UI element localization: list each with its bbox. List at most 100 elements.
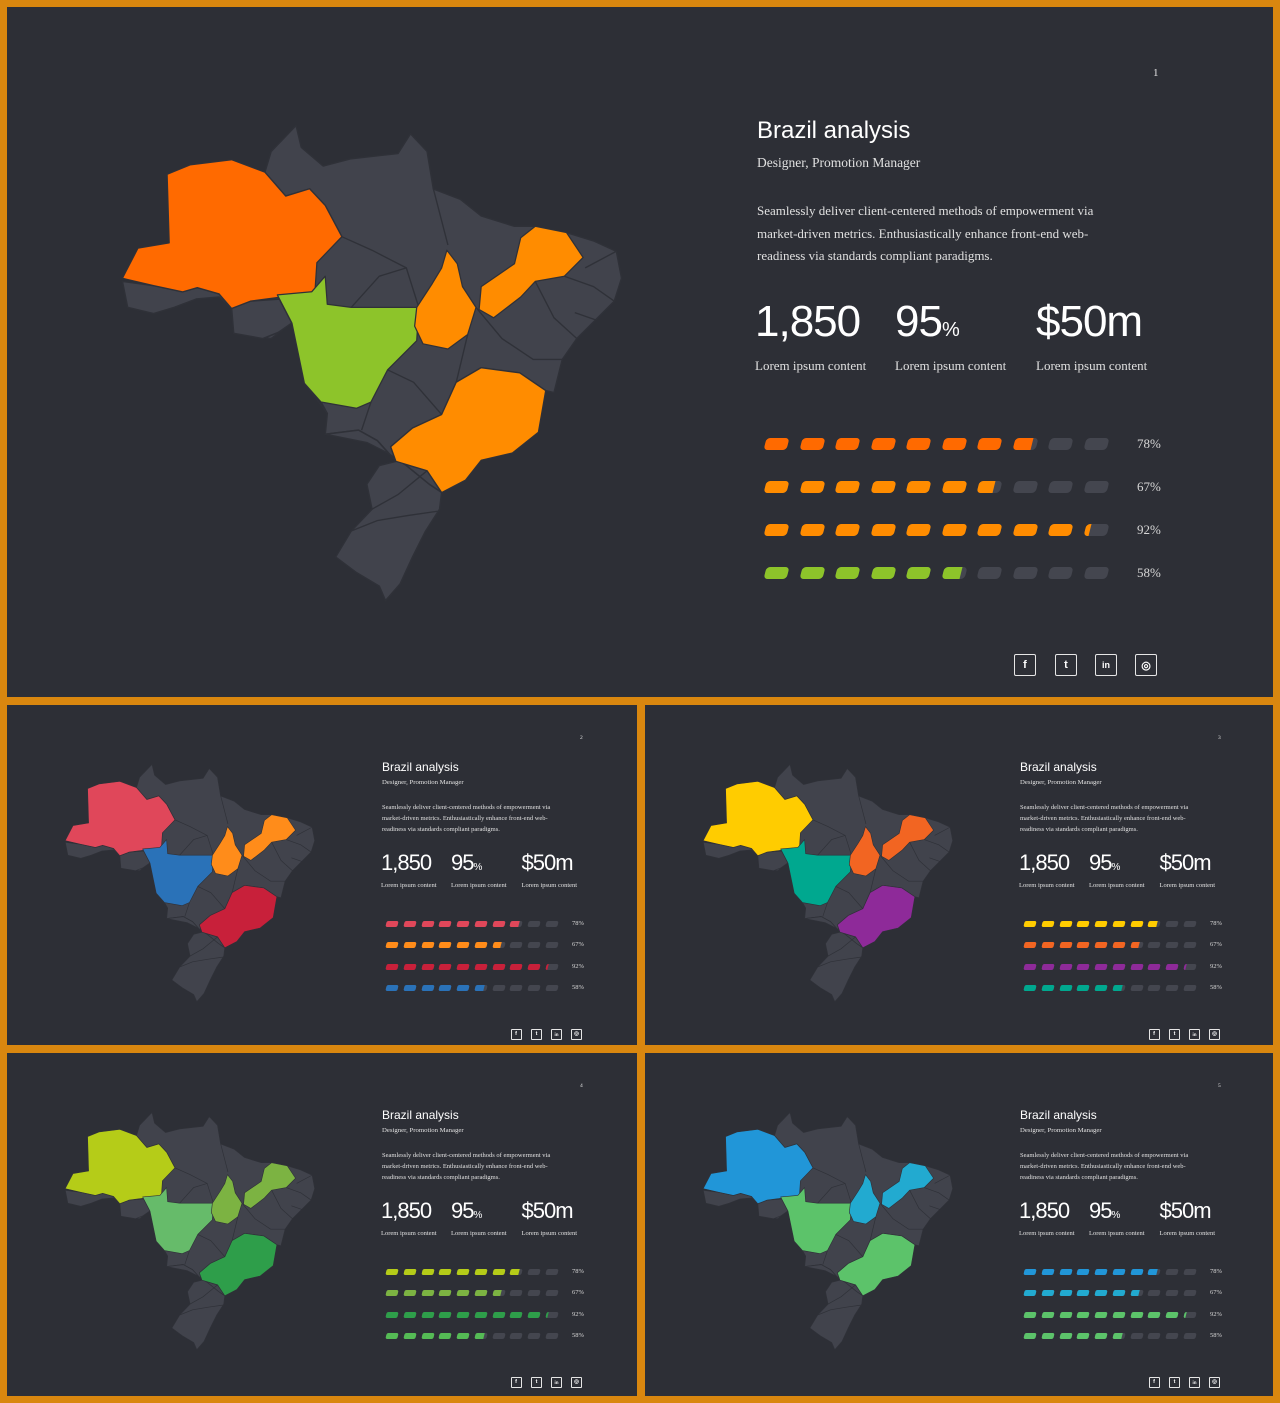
slide-subtitle: Designer, Promotion Manager [1020,1127,1102,1134]
bar-segment [1094,1290,1108,1296]
bar-segment [545,1311,558,1318]
bar-segment [527,963,541,970]
progress-bar-1: 78% [1020,920,1225,928]
slide-4: 4 Brazil analysis Designer, Promotion Mana… [7,1053,637,1396]
map-region-minas [390,367,547,494]
instagram-icon[interactable]: ◎ [1209,1376,1220,1388]
bar-segment [438,920,452,927]
bar-segment [1023,1290,1037,1296]
stat-caption: Lorem ipsum content [1019,881,1075,889]
bar-segment [491,963,505,970]
stat-value: 1,850 [755,297,861,346]
progress-bar-2: 67% [382,941,587,949]
bar-segment [799,438,825,450]
bar-segment [941,524,967,536]
facebook-icon[interactable]: f [1014,654,1036,676]
slide-title: Brazil analysis [1020,760,1097,774]
bar-segment [1058,985,1072,991]
instagram-icon[interactable]: ◎ [571,1028,582,1040]
facebook-icon[interactable]: f [510,1376,522,1388]
bar-segment [1183,985,1196,991]
bar-segment [1165,942,1179,948]
slide-description: Seamlessly deliver client-centered metho… [1020,803,1189,834]
facebook-icon[interactable]: f [1148,1376,1160,1388]
bar-segment [527,1333,541,1339]
map-state-border [574,311,596,321]
instagram-icon[interactable]: ◎ [571,1376,582,1388]
map-state-border [295,826,312,836]
twitter-icon[interactable]: t [1169,1376,1180,1388]
bar-segment [1058,1333,1072,1339]
bar-segment [763,567,790,579]
bar-percent-label: 58% [572,1332,584,1339]
map-region-minas [836,1233,915,1297]
stat-value: $50m [1159,850,1212,875]
map-state-border [285,839,311,853]
bar-segment [834,438,861,450]
bar-segment [1183,1290,1196,1296]
map-state-border [857,795,866,825]
bar-segment [527,920,541,927]
bar-segment [385,1268,399,1275]
twitter-icon[interactable]: t [1055,654,1077,676]
bar-percent-label: 67% [572,941,584,948]
bar-segment [438,985,452,991]
bar-segment [527,1311,541,1318]
instagram-icon[interactable]: ◎ [1209,1028,1220,1040]
progress-bar-1: 78% [1020,1268,1225,1276]
bar-segment [403,1290,416,1296]
map-region-para-east [478,225,584,319]
linkedin-icon[interactable]: in [1095,654,1117,676]
stat-caption: Lorem ipsum content [451,1229,507,1237]
map-region-mato-grosso [141,839,214,906]
facebook-icon[interactable]: f [510,1028,522,1040]
facebook-icon[interactable]: f [1148,1028,1160,1040]
stat-2: 95% Lorem ipsum content [451,850,507,889]
bar-segment [1147,985,1161,991]
bar-segment [1129,1333,1143,1339]
bar-segment [385,1311,399,1318]
bar-segment [385,985,399,991]
bar-segment [1094,963,1108,970]
bar-segment [474,1333,487,1339]
bar-segment [1112,1290,1125,1296]
bar-segment [870,481,896,493]
map-state-border [827,936,856,957]
bar-segment [420,963,434,970]
bar-percent-label: 67% [1210,941,1222,948]
twitter-icon[interactable]: t [531,1376,542,1388]
map-state-border [923,1187,949,1201]
bar-segment [1076,1290,1090,1296]
bar-segment [545,1290,558,1296]
bar-segment [1129,963,1143,970]
linkedin-icon[interactable]: in [551,1028,562,1040]
bar-percent-label: 67% [1137,479,1161,494]
bar-segment [1094,1268,1108,1275]
bar-percent-label: 58% [1137,565,1161,580]
twitter-icon[interactable]: t [1169,1028,1180,1040]
stat-3: $50m Lorem ipsum content [1036,297,1147,374]
bar-segment [385,942,399,948]
stat-value: 95 [1089,850,1113,875]
bar-segment [1012,567,1038,579]
linkedin-icon[interactable]: in [1189,1028,1200,1040]
bar-segment [456,963,470,970]
map-state-border [933,1174,950,1184]
instagram-icon[interactable]: ◎ [1135,654,1157,676]
bar-segment [1094,942,1108,948]
bar-segment [1083,524,1109,536]
bar-segment [403,985,416,991]
twitter-icon[interactable]: t [531,1028,542,1040]
bar-segment [403,1311,416,1318]
stat-1: 1,850 Lorem ipsum content [381,1198,437,1237]
bar-segment [1023,985,1037,991]
bar-segment [1047,481,1074,493]
stat-value: $50m [521,850,574,875]
linkedin-icon[interactable]: in [551,1376,562,1388]
slide-description: Seamlessly deliver client-centered metho… [382,1151,551,1182]
bar-segment [1129,1268,1143,1275]
linkedin-icon[interactable]: in [1189,1376,1200,1388]
bar-percent-label: 78% [572,919,584,927]
stat-caption: Lorem ipsum content [1159,1229,1216,1237]
bar-segment [403,920,416,927]
